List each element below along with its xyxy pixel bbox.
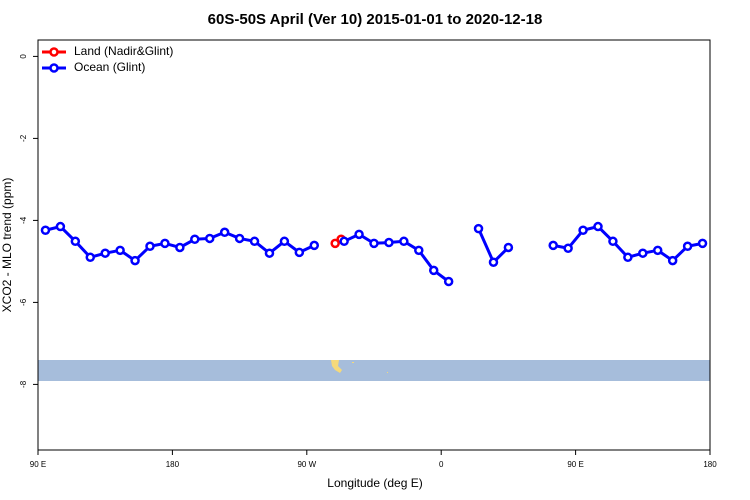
- map-strip: [38, 360, 710, 381]
- data-point: [623, 252, 633, 263]
- data-point: [219, 227, 230, 238]
- data-point: [339, 236, 349, 247]
- data-point: [294, 247, 305, 258]
- y-tick-label: -8: [19, 380, 28, 388]
- data-point: [234, 233, 245, 244]
- data-point: [593, 221, 603, 232]
- data-point: [473, 223, 484, 234]
- data-point: [399, 236, 409, 247]
- data-point: [40, 225, 51, 235]
- data-point: [130, 255, 140, 266]
- data-point: [503, 242, 514, 253]
- data-point: [160, 238, 170, 249]
- data-point: [578, 225, 588, 235]
- legend-marker: [49, 63, 59, 73]
- series-line: [45, 224, 703, 283]
- data-point: [384, 237, 394, 248]
- plot-frame: [37, 39, 711, 451]
- data-point: [145, 241, 155, 251]
- x-tick-label: 180: [166, 460, 180, 469]
- data-point: [652, 245, 663, 256]
- chart-title: 60S-50S April (Ver 10) 2015-01-01 to 202…: [208, 11, 543, 28]
- data-point: [309, 240, 320, 251]
- data-point: [667, 255, 678, 266]
- y-axis-label: XCO2 - MLO trend (ppm): [0, 178, 14, 313]
- data-point: [638, 248, 648, 258]
- y-tick-label: -6: [19, 298, 28, 306]
- y-tick-label: -4: [19, 216, 28, 224]
- data-point: [115, 245, 125, 256]
- data-point: [264, 248, 275, 258]
- data-point: [369, 238, 379, 249]
- data-point: [428, 265, 439, 276]
- x-tick-label: 90 E: [567, 460, 583, 469]
- x-tick-label: 0: [439, 460, 444, 469]
- data-point: [190, 234, 200, 245]
- y-tick-label: 0: [19, 54, 28, 59]
- legend-label: Ocean (Glint): [74, 60, 145, 74]
- data-point: [608, 236, 618, 247]
- legend-label: Land (Nadir&Glint): [74, 44, 173, 58]
- data-point: [354, 229, 364, 240]
- data-point: [443, 276, 454, 287]
- x-axis-label: Longitude (deg E): [327, 476, 422, 490]
- x-tick-label: 90 E: [30, 460, 46, 469]
- data-point: [279, 236, 290, 247]
- data-point: [488, 257, 499, 267]
- x-tick-label: 90 W: [297, 460, 316, 469]
- data-point: [55, 221, 66, 232]
- data-point: [697, 238, 708, 249]
- y-tick-label: -2: [19, 134, 28, 142]
- data-point: [330, 238, 340, 249]
- data-point: [249, 236, 260, 247]
- data-point: [100, 248, 110, 258]
- data-point: [548, 240, 558, 251]
- data-point: [175, 242, 185, 253]
- data-point: [85, 252, 96, 263]
- data-point: [682, 241, 693, 251]
- x-tick-label: 180: [703, 460, 717, 469]
- data-point: [563, 243, 573, 254]
- legend-marker: [49, 47, 59, 57]
- data-point: [414, 245, 424, 256]
- data-point: [204, 233, 215, 244]
- data-point: [70, 236, 81, 247]
